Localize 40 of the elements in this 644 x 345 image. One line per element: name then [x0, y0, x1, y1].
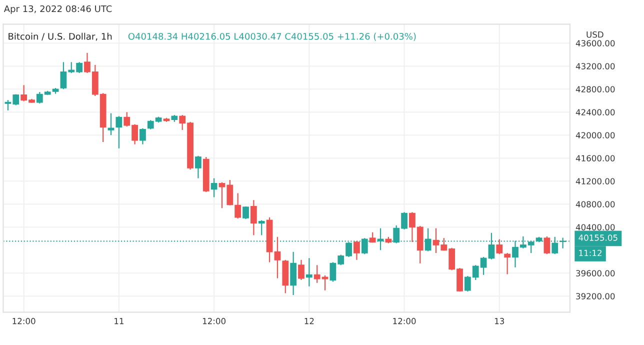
y-tick-label: 40400.00: [576, 224, 615, 230]
candlestick: [195, 155, 202, 179]
candlestick: [306, 258, 312, 287]
y-tick-label: 41200.00: [576, 178, 615, 184]
ref-line-label: 40155.05: [578, 234, 618, 241]
y-tick-label: 39600.00: [576, 270, 615, 276]
candlestick: [274, 236, 281, 279]
y-tick-label: 42800.00: [576, 86, 615, 92]
x-tick-label: 12:00: [12, 318, 36, 324]
candlestick: [242, 206, 249, 220]
y-tick-label: 43600.00: [576, 40, 615, 46]
candlestick: [116, 116, 122, 149]
candlestick: [354, 240, 360, 260]
x-tick-label: 11: [114, 318, 124, 324]
candlestick: [140, 128, 146, 145]
y-tick-label: 42000.00: [576, 132, 615, 138]
text: 11:12: [579, 250, 602, 256]
candlestick: [234, 192, 242, 220]
y-tick-label: 40800.00: [576, 201, 615, 208]
candlestick: [544, 236, 550, 255]
x-tick-label: 12:00: [393, 318, 416, 324]
candlestick: [108, 112, 114, 136]
annotation: O40148.34 H40216.05 L40030.47 C40155.05 +11.26 (+0.03%): [128, 32, 416, 41]
y-tick-label: 42400.00: [576, 109, 615, 116]
x-tick-label: 12:00: [202, 318, 226, 324]
y-tick-label: 39200.00: [576, 293, 615, 300]
chart-subtitle: Apr 13, 2022 08:46 UTC: [4, 5, 112, 14]
candlestick: [504, 252, 511, 275]
y-tick-label: 41600.00: [576, 155, 615, 162]
candlestick: [496, 238, 503, 255]
candlestick: [250, 200, 257, 236]
candlestick: [258, 220, 265, 236]
x-tick-label: 12: [304, 318, 314, 324]
y-axis-title: USD: [586, 31, 604, 38]
y-tick-label: 43200.00: [576, 63, 615, 70]
text: Bitcoin / U.S. Dollar, 1h: [8, 32, 112, 41]
candlestick: [298, 259, 304, 281]
x-tick-label: 13: [495, 318, 504, 324]
candlestick: [290, 251, 297, 296]
candlestick: [210, 178, 218, 198]
